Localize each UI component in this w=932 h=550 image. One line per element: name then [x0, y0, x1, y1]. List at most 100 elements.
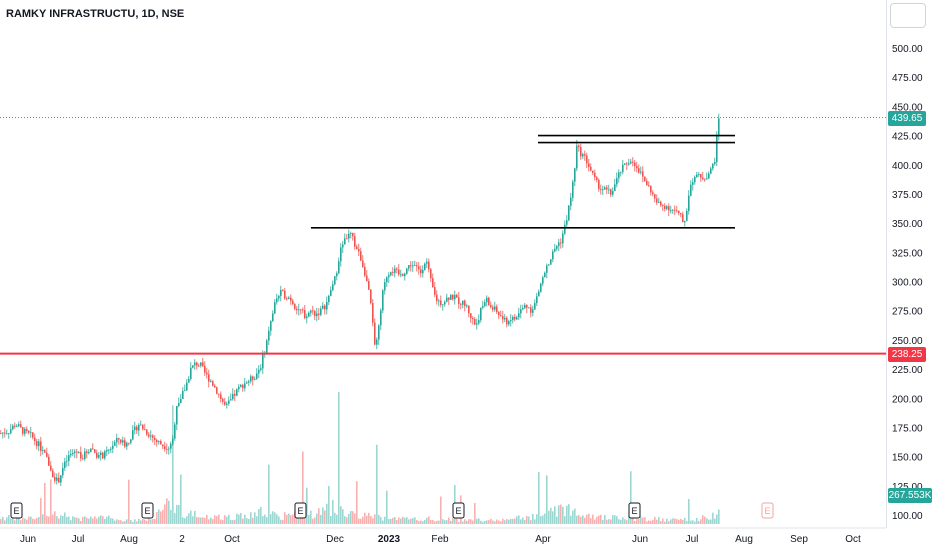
- time-tick-label: 2: [179, 534, 185, 545]
- candle-body: [446, 297, 448, 302]
- candle-body: [216, 387, 218, 394]
- volume-bar: [96, 518, 98, 524]
- candle-body: [538, 291, 540, 297]
- menu-button-icon[interactable]: [890, 3, 926, 28]
- candle: [642, 166, 644, 183]
- volume-bar: [494, 521, 496, 524]
- candle: [128, 442, 130, 446]
- candle-body: [522, 308, 524, 310]
- candle: [652, 190, 654, 197]
- candle-body: [348, 233, 350, 239]
- volume-bar: [114, 520, 116, 524]
- candle-body: [524, 305, 526, 309]
- candle: [52, 468, 54, 478]
- candle-body: [358, 249, 360, 252]
- candle: [594, 169, 596, 181]
- candle: [410, 261, 412, 272]
- earnings-marker-icon[interactable]: E: [10, 502, 23, 519]
- earnings-marker-icon[interactable]: E: [294, 502, 307, 519]
- candle: [124, 437, 126, 449]
- candle-body: [80, 452, 82, 459]
- volume-bar: [354, 513, 356, 524]
- candle-body: [668, 206, 670, 211]
- candle: [250, 374, 252, 384]
- candle: [172, 435, 174, 446]
- candle: [288, 296, 290, 300]
- volume-bar: [80, 521, 82, 524]
- candle-body: [222, 398, 224, 402]
- candle-body: [378, 325, 380, 340]
- candle-body: [122, 440, 124, 443]
- candle-body: [470, 313, 472, 319]
- earnings-marker-icon[interactable]: E: [452, 502, 465, 519]
- volume-bar: [318, 508, 320, 524]
- candle-body: [202, 362, 204, 366]
- candle: [8, 432, 10, 439]
- candle: [72, 449, 74, 457]
- candle: [192, 365, 194, 369]
- candle-body: [246, 382, 248, 384]
- candle-body: [718, 118, 720, 136]
- candle-body: [340, 247, 342, 262]
- candle: [706, 172, 708, 180]
- candle: [350, 231, 352, 239]
- volume-bar: [612, 515, 614, 524]
- candle-body: [444, 301, 446, 305]
- candle-body: [10, 429, 12, 434]
- candle-body: [156, 439, 158, 443]
- volume-bar: [332, 499, 334, 524]
- candle-body: [58, 477, 60, 483]
- volume-bar: [682, 519, 684, 524]
- candle-body: [424, 263, 426, 270]
- candle: [434, 282, 436, 298]
- candle: [606, 184, 608, 195]
- candle: [656, 194, 658, 206]
- candle-body: [632, 161, 634, 163]
- candle-body: [124, 440, 126, 447]
- candle-body: [512, 316, 514, 321]
- candle-body: [404, 273, 406, 277]
- candle: [152, 434, 154, 443]
- candle-body: [626, 163, 628, 165]
- earnings-marker-icon[interactable]: E: [141, 502, 154, 519]
- candle-body: [712, 164, 714, 169]
- candle: [130, 438, 132, 445]
- drawn-levels[interactable]: [0, 116, 886, 355]
- candle-body: [142, 424, 144, 430]
- volume-bar: [58, 518, 60, 524]
- candle: [274, 299, 276, 315]
- candle-body: [94, 449, 96, 453]
- candle: [414, 260, 416, 267]
- candle: [338, 257, 340, 275]
- earnings-marker-icon[interactable]: E: [628, 502, 641, 519]
- volume-bar: [324, 510, 326, 524]
- candle-body: [716, 135, 718, 163]
- candle: [568, 204, 570, 222]
- candle: [436, 290, 438, 305]
- candle: [232, 388, 234, 401]
- candle: [402, 273, 404, 277]
- candle-body: [386, 277, 388, 283]
- volume-bar: [224, 515, 226, 524]
- volume-bar: [344, 516, 346, 524]
- candle: [258, 365, 260, 378]
- volume-bar: [634, 520, 636, 524]
- volume-bar: [488, 520, 490, 524]
- candle: [474, 317, 476, 326]
- candle: [142, 424, 144, 431]
- candle: [306, 313, 308, 324]
- volume-bar: [142, 519, 144, 524]
- earnings-marker-icon[interactable]: E: [761, 502, 774, 519]
- candle-body: [38, 441, 40, 447]
- candle-body: [530, 307, 532, 313]
- candle: [154, 435, 156, 446]
- candle: [504, 314, 506, 323]
- volume-bar: [94, 516, 96, 524]
- volume-bar: [314, 517, 316, 524]
- candle-body: [462, 300, 464, 305]
- candle-body: [622, 164, 624, 172]
- candle: [38, 438, 40, 452]
